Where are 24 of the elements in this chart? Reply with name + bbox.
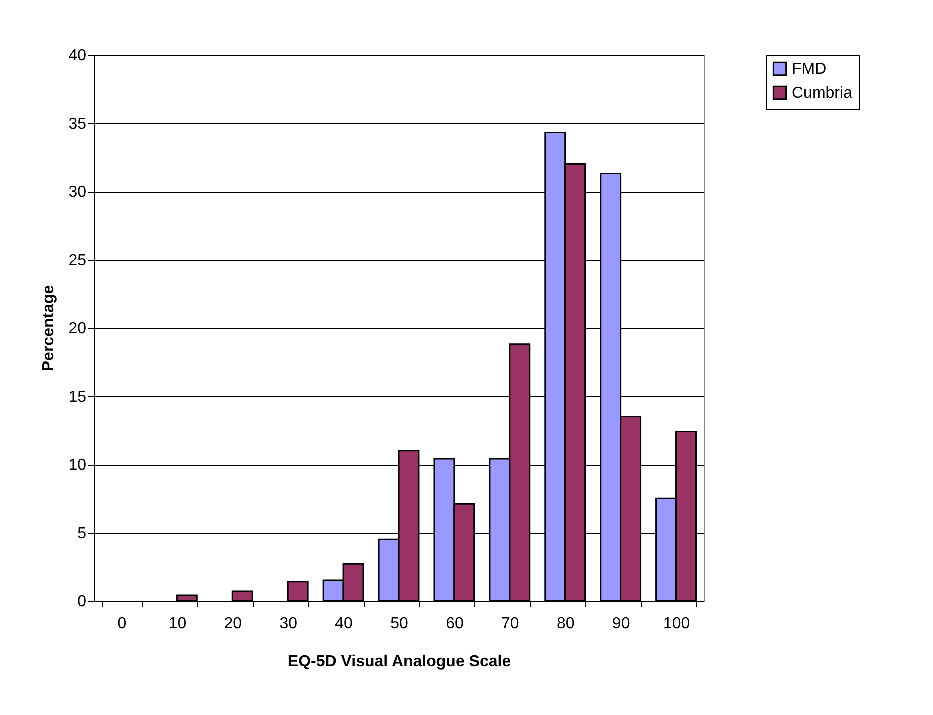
y-axis-title: Percentage xyxy=(40,285,58,372)
y-tick-label: 10 xyxy=(68,457,87,474)
y-tick-label: 40 xyxy=(68,48,87,64)
y-tick-label: 5 xyxy=(78,525,87,542)
x-tick-label: 0 xyxy=(118,616,127,632)
x-tick-label: 50 xyxy=(390,616,408,632)
x-tick-label: 80 xyxy=(556,616,575,632)
x-tick-label: 40 xyxy=(335,616,354,632)
x-tick-label: 20 xyxy=(224,616,242,632)
y-tick-label: 15 xyxy=(68,388,87,406)
legend-label: Cumbria xyxy=(792,85,853,102)
legend-label: FMD xyxy=(792,61,827,78)
y-tick-label: 20 xyxy=(68,320,87,338)
y-tick-label: 30 xyxy=(68,184,87,201)
x-axis-title: EQ-5D Visual Analogue Scale xyxy=(288,654,512,670)
y-tick-label: 35 xyxy=(68,116,87,133)
y-tick-label: 0 xyxy=(78,594,87,610)
x-tick-label: 90 xyxy=(612,616,630,632)
y-tick-label: 25 xyxy=(68,252,87,270)
x-tick-label: 60 xyxy=(446,616,464,632)
x-tick-label: 10 xyxy=(168,616,187,632)
x-tick-label: 30 xyxy=(280,616,298,632)
x-tick-label: 100 xyxy=(663,616,690,632)
x-tick-label: 70 xyxy=(502,616,520,632)
